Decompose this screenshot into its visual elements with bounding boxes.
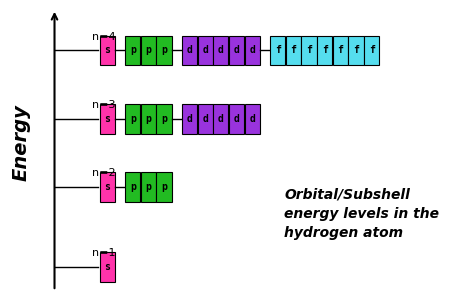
Text: n=4: n=4 xyxy=(92,31,116,42)
Text: s: s xyxy=(104,45,110,56)
FancyBboxPatch shape xyxy=(141,172,156,202)
FancyBboxPatch shape xyxy=(100,104,115,134)
Text: d: d xyxy=(249,45,255,56)
Text: f: f xyxy=(353,45,359,56)
FancyBboxPatch shape xyxy=(229,104,244,134)
FancyBboxPatch shape xyxy=(348,36,364,65)
Text: f: f xyxy=(291,45,296,56)
Text: f: f xyxy=(369,45,374,56)
Text: p: p xyxy=(130,182,136,192)
FancyBboxPatch shape xyxy=(245,104,260,134)
FancyBboxPatch shape xyxy=(125,36,140,65)
FancyBboxPatch shape xyxy=(213,104,228,134)
Text: f: f xyxy=(306,45,312,56)
Text: d: d xyxy=(234,114,239,124)
Text: p: p xyxy=(130,45,136,56)
Text: p: p xyxy=(146,45,151,56)
Text: s: s xyxy=(104,262,110,272)
FancyBboxPatch shape xyxy=(156,36,172,65)
FancyBboxPatch shape xyxy=(198,104,213,134)
Text: d: d xyxy=(187,114,192,124)
FancyBboxPatch shape xyxy=(141,36,156,65)
FancyBboxPatch shape xyxy=(270,36,285,65)
FancyBboxPatch shape xyxy=(213,36,228,65)
FancyBboxPatch shape xyxy=(100,252,115,282)
Text: f: f xyxy=(322,45,328,56)
FancyBboxPatch shape xyxy=(245,36,260,65)
FancyBboxPatch shape xyxy=(156,104,172,134)
FancyBboxPatch shape xyxy=(333,36,348,65)
FancyBboxPatch shape xyxy=(141,104,156,134)
Text: n=1: n=1 xyxy=(92,248,116,258)
Text: d: d xyxy=(218,45,224,56)
Text: d: d xyxy=(187,45,192,56)
Text: n=2: n=2 xyxy=(92,168,116,178)
FancyBboxPatch shape xyxy=(301,36,317,65)
Text: d: d xyxy=(202,114,208,124)
Text: s: s xyxy=(104,114,110,124)
Text: p: p xyxy=(161,182,167,192)
FancyBboxPatch shape xyxy=(286,36,301,65)
FancyBboxPatch shape xyxy=(156,172,172,202)
Text: d: d xyxy=(218,114,224,124)
FancyBboxPatch shape xyxy=(317,36,332,65)
FancyBboxPatch shape xyxy=(198,36,213,65)
Text: d: d xyxy=(234,45,239,56)
Text: p: p xyxy=(146,114,151,124)
Text: d: d xyxy=(202,45,208,56)
Text: p: p xyxy=(161,45,167,56)
FancyBboxPatch shape xyxy=(364,36,379,65)
Text: Orbital/Subshell
energy levels in the
hydrogen atom: Orbital/Subshell energy levels in the hy… xyxy=(284,187,439,240)
Text: p: p xyxy=(161,114,167,124)
Text: n=3: n=3 xyxy=(92,100,116,110)
Text: f: f xyxy=(275,45,281,56)
FancyBboxPatch shape xyxy=(182,104,197,134)
Text: d: d xyxy=(249,114,255,124)
FancyBboxPatch shape xyxy=(100,36,115,65)
FancyBboxPatch shape xyxy=(100,172,115,202)
Text: p: p xyxy=(146,182,151,192)
Text: Energy: Energy xyxy=(12,104,31,181)
Text: s: s xyxy=(104,182,110,192)
FancyBboxPatch shape xyxy=(125,172,140,202)
Text: p: p xyxy=(130,114,136,124)
FancyBboxPatch shape xyxy=(125,104,140,134)
Text: f: f xyxy=(337,45,343,56)
FancyBboxPatch shape xyxy=(229,36,244,65)
FancyBboxPatch shape xyxy=(182,36,197,65)
